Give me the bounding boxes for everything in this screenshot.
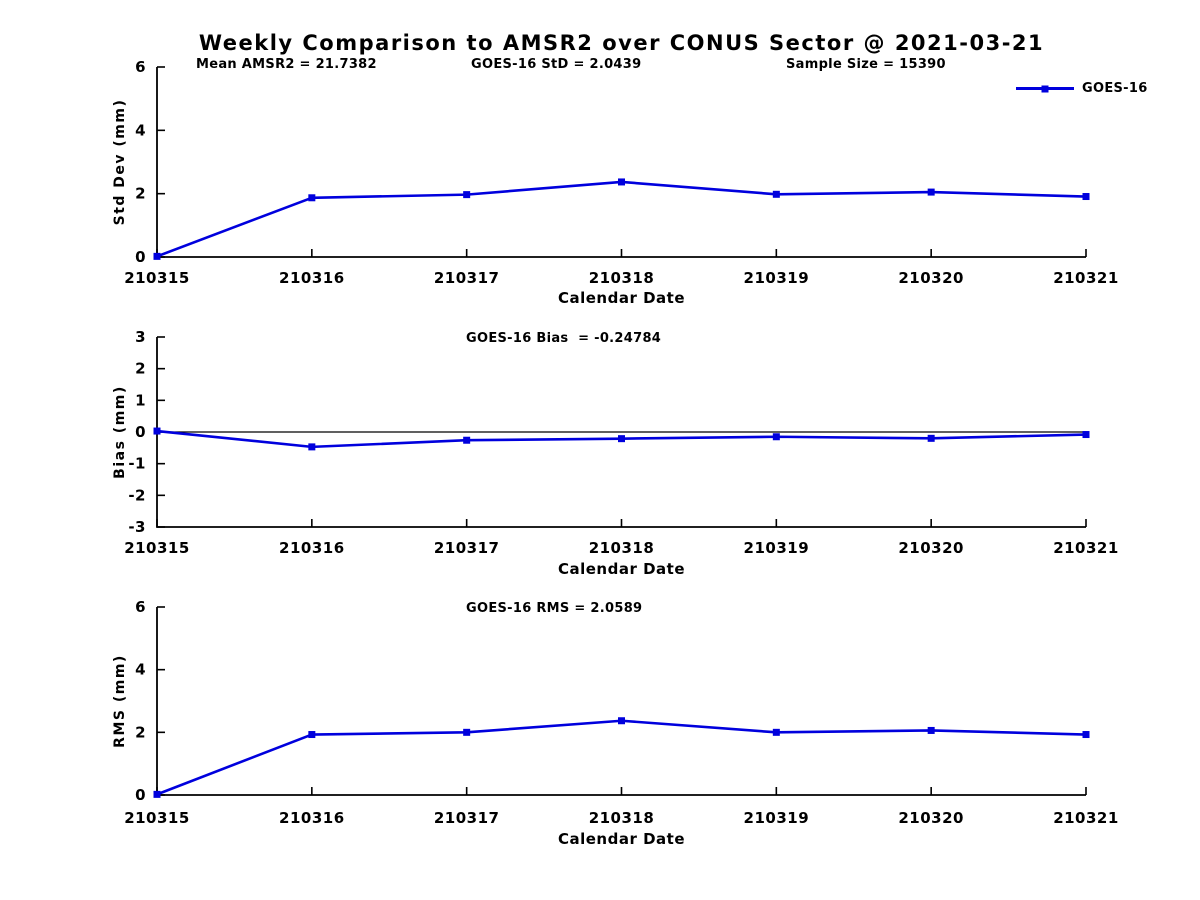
x-tick-label: 210317	[434, 539, 500, 557]
subplot-std-dev: 0 2 4 6 210315 210316 210317 210318 210319 210320…	[112, 57, 1119, 307]
y-tick-label: -1	[128, 455, 146, 473]
data-point	[618, 717, 625, 725]
data-point	[308, 731, 316, 739]
y-tick-label: 2	[135, 185, 146, 203]
x-tick-label: 210318	[589, 539, 655, 557]
annotation: Sample Size = 15390	[786, 57, 946, 72]
y-axis-label: Bias (mm)	[112, 385, 128, 479]
y-axis-label: Std Dev (mm)	[112, 99, 128, 226]
y-tick-label: -3	[128, 518, 146, 536]
y-tick-label: 3	[135, 328, 146, 346]
data-point	[927, 726, 935, 734]
x-tick-label: 210319	[744, 809, 810, 827]
data-point	[308, 443, 316, 451]
series-line-goes-16	[155, 719, 1088, 796]
legend-label: GOES-16	[1082, 81, 1148, 96]
data-point	[927, 188, 935, 196]
y-tick-label: 6	[135, 58, 146, 76]
data-point	[772, 433, 780, 441]
data-point	[618, 435, 625, 443]
data-point	[308, 194, 316, 202]
series-line-goes-16	[155, 180, 1088, 258]
data-point	[1082, 193, 1090, 201]
legend-line-sample	[1016, 85, 1074, 92]
y-tick-label: 4	[135, 121, 146, 139]
x-tick-label: 210320	[898, 269, 964, 287]
x-tick-label: 210319	[744, 539, 810, 557]
data-point	[1082, 731, 1090, 739]
x-tick-label: 210318	[589, 269, 655, 287]
x-tick-label: 210316	[279, 539, 345, 557]
annotation: GOES-16 RMS = 2.0589	[466, 601, 642, 616]
y-axis-label: RMS (mm)	[112, 654, 128, 748]
data-point	[1082, 431, 1090, 439]
y-tick-label: 1	[135, 391, 146, 409]
annotation: Mean AMSR2 = 21.7382	[196, 57, 377, 72]
y-tick-label: 2	[135, 360, 146, 378]
data-point	[618, 178, 625, 186]
x-tick-label: 210317	[434, 809, 500, 827]
data-point	[927, 434, 935, 442]
data-point	[772, 728, 780, 736]
x-tick-label: 210317	[434, 269, 500, 287]
chart-title: Weekly Comparison to AMSR2 over CONUS Se…	[198, 31, 1045, 55]
subplot-rms: 0 2 4 6 210315 210316 210317 210318 210319 210320…	[112, 598, 1119, 848]
y-tick-label: 2	[135, 723, 146, 741]
x-tick-label: 210321	[1053, 269, 1119, 287]
x-tick-label: 210320	[898, 809, 964, 827]
x-tick-label: 210315	[124, 269, 190, 287]
data-point	[153, 252, 161, 260]
legend-square-marker-icon	[1041, 85, 1049, 92]
x-tick-label: 210319	[744, 269, 810, 287]
annotation: GOES-16 StD = 2.0439	[471, 57, 641, 72]
x-tick-label: 210316	[279, 269, 345, 287]
x-tick-label: 210315	[124, 809, 190, 827]
annotation: GOES-16 Bias = -0.24784	[466, 331, 661, 346]
x-tick-label: 210318	[589, 809, 655, 827]
y-tick-label: 0	[135, 248, 146, 266]
y-tick-label: 0	[135, 423, 146, 441]
data-point	[463, 728, 471, 736]
x-tick-label: 210316	[279, 809, 345, 827]
subplot-bias: -3 -2 -1 0 1 2 3 210315 210316 210317 210318 210319…	[112, 328, 1119, 578]
y-tick-label: 0	[135, 786, 146, 804]
data-point	[153, 790, 161, 798]
legend: GOES-16	[1016, 81, 1148, 96]
data-point	[772, 190, 780, 198]
y-tick-label: -2	[128, 486, 146, 504]
data-point	[463, 191, 471, 199]
x-tick-label: 210321	[1053, 809, 1119, 827]
x-tick-label: 210321	[1053, 539, 1119, 557]
x-axis-label: Calendar Date	[558, 560, 685, 578]
x-axis-label: Calendar Date	[558, 830, 685, 848]
x-axis-label: Calendar Date	[558, 289, 685, 307]
y-tick-label: 6	[135, 598, 146, 616]
axes	[156, 67, 1086, 258]
data-point	[153, 427, 161, 435]
data-point	[463, 436, 471, 444]
x-tick-label: 210320	[898, 539, 964, 557]
x-tick-label: 210315	[124, 539, 190, 557]
y-tick-label: 4	[135, 661, 146, 679]
axes	[156, 607, 1086, 796]
